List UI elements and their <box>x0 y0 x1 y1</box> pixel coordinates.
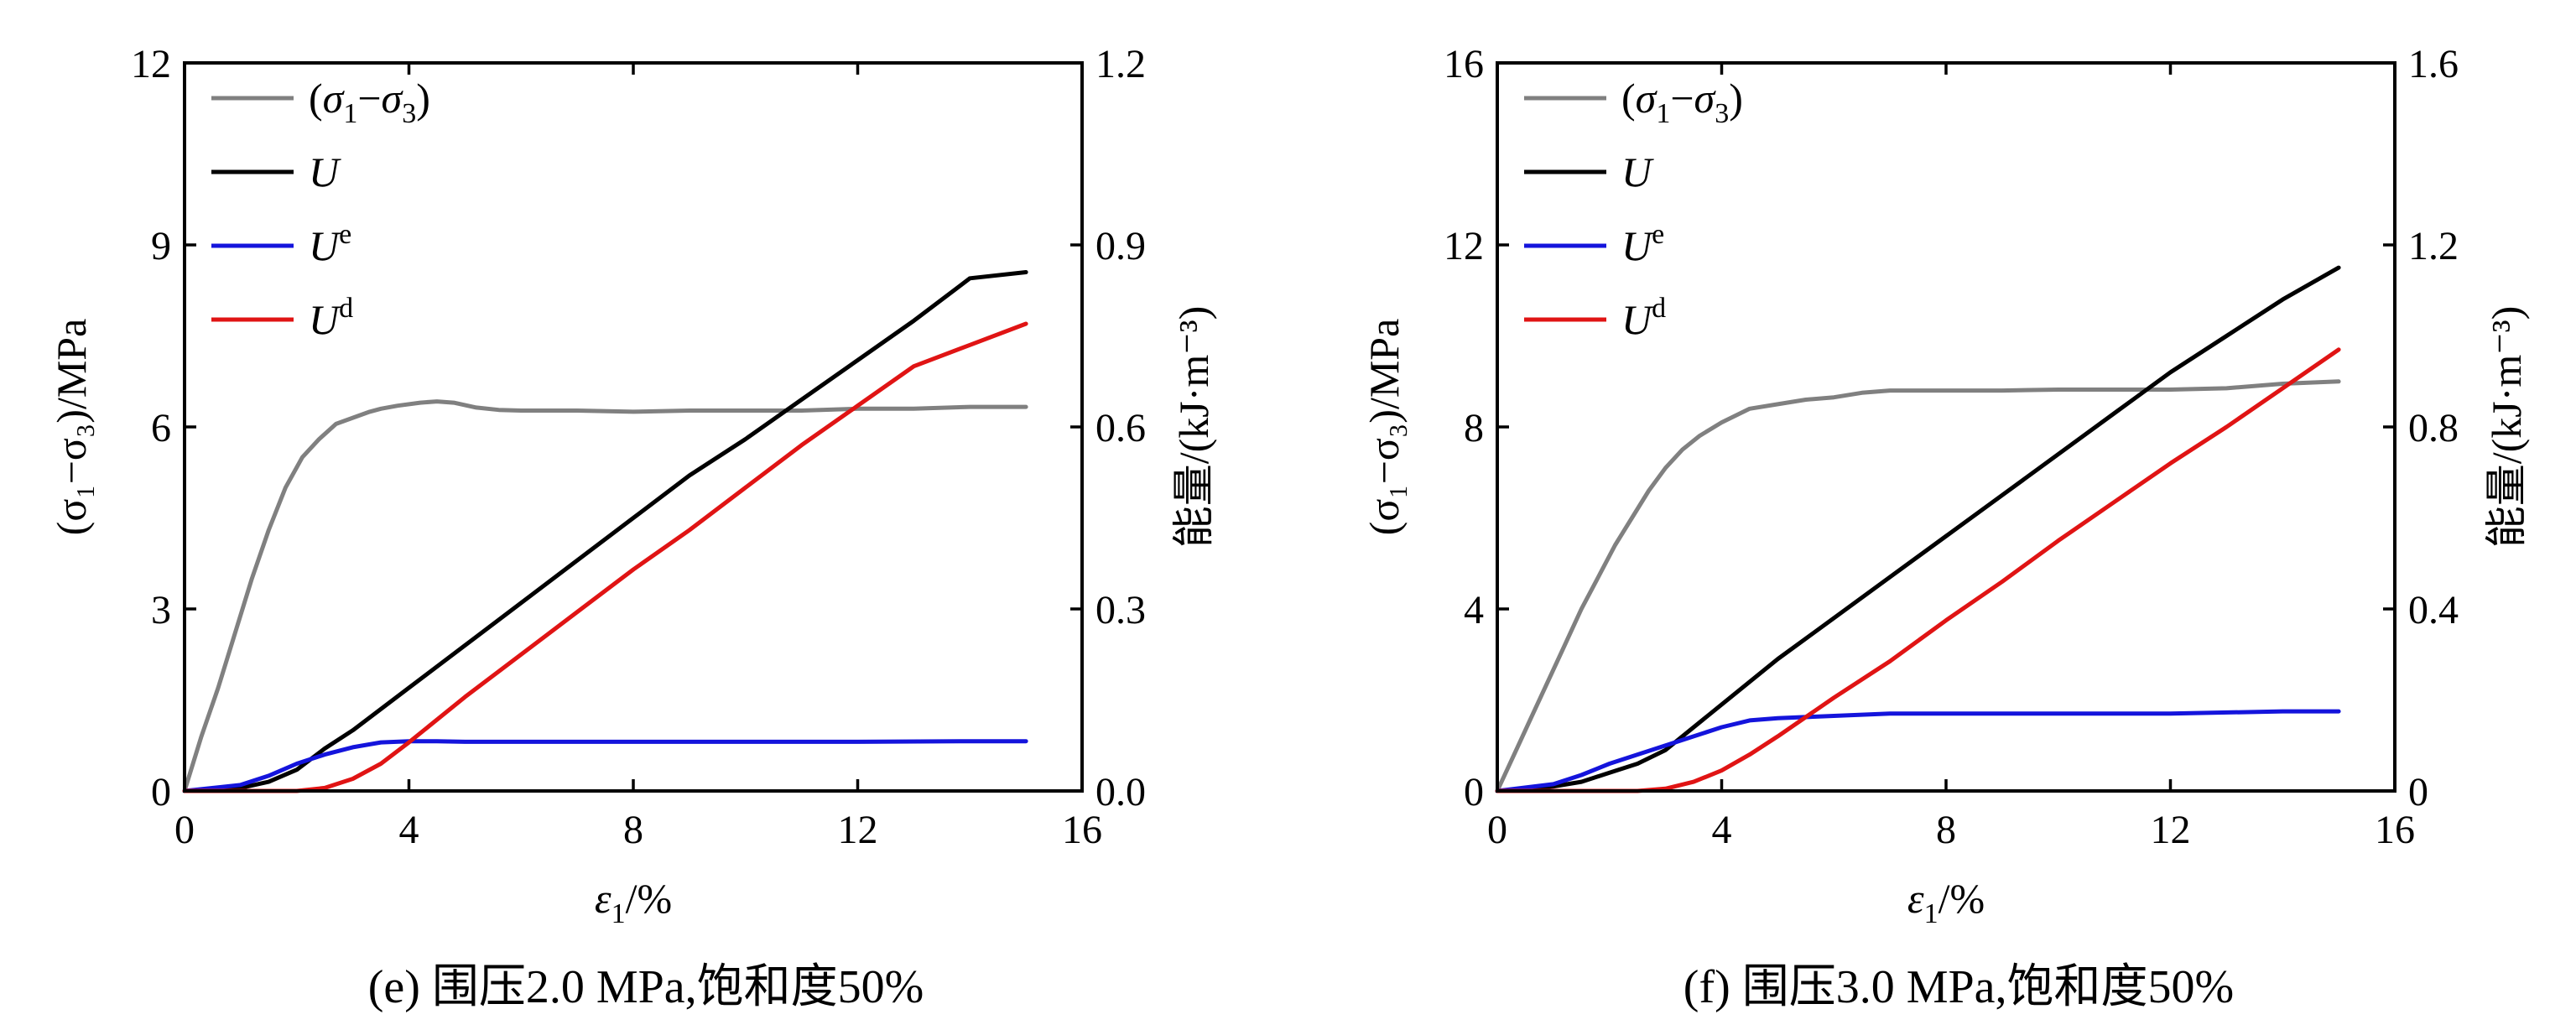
y-right-tick-label: 0 <box>2408 770 2428 814</box>
y-right-tick-label: 0.8 <box>2408 406 2459 450</box>
y-right-tick-label: 1.2 <box>1095 42 1146 86</box>
x-tick-label: 0 <box>174 808 195 852</box>
legend-entry: (σ1−σ3) <box>309 75 430 129</box>
series-line-Ud <box>182 321 1028 793</box>
legend-entry: (σ1−σ3) <box>1621 75 1743 129</box>
x-tick-label: 8 <box>623 808 643 852</box>
y-left-tick-label: 6 <box>151 406 171 450</box>
legend-entry: Ud <box>309 293 353 343</box>
y-right-tick-label: 0.0 <box>1095 770 1146 814</box>
y-left-tick-label: 0 <box>1464 770 1484 814</box>
y-left-tick-label: 16 <box>1444 42 1484 86</box>
y-left-tick-label: 9 <box>151 224 171 268</box>
chart-panel-e: 0 4 8 12 16 0 3 6 9 12 0.0 0.3 0.6 0.9 1.2 ε1/% (σ₁−σ₃)/… <box>48 42 1217 1013</box>
x-tick-label: 12 <box>838 808 878 852</box>
chart-caption: (f) 围压3.0 MPa,饱和度50% <box>1684 961 2234 1013</box>
series-line-Ue <box>1495 709 2341 793</box>
legend: (σ1−σ3) U Ue Ud <box>211 75 430 343</box>
legend-entry: Ue <box>309 219 351 269</box>
y-right-axis-label: 能量/(kJ·m⁻³) <box>1170 306 1217 549</box>
legend-entry: U <box>1621 148 1654 195</box>
series-line-Ud <box>1495 347 2341 793</box>
legend: (σ1−σ3) U Ue Ud <box>1524 75 1743 343</box>
series-line-stress <box>1495 379 2341 793</box>
x-tick-label: 4 <box>399 808 419 852</box>
y-right-tick-label: 0.4 <box>2408 588 2459 632</box>
y-left-tick-label: 3 <box>151 588 171 632</box>
y-right-axis-label: 能量/(kJ·m⁻³) <box>2483 306 2530 549</box>
chart-panel-f: 0 4 8 12 16048121600.40.81.21.6ε1/%(σ₁−σ₃)/M… <box>1361 42 2530 1013</box>
x-axis-label: ε1/% <box>595 875 672 929</box>
y-left-tick-label: 8 <box>1464 406 1484 450</box>
x-tick-label: 12 <box>2151 808 2191 852</box>
legend-entry: U <box>309 148 341 195</box>
x-tick-label: 8 <box>1936 808 1956 852</box>
y-right-tick-label: 1.6 <box>2408 42 2459 86</box>
legend-entry: Ue <box>1621 219 1664 269</box>
y-right-tick-label: 1.2 <box>2408 224 2459 268</box>
y-right-tick-label: 0.3 <box>1095 588 1146 632</box>
y-right-tick-label: 0.9 <box>1095 224 1146 268</box>
series-line-Ue <box>182 739 1028 793</box>
y-left-tick-label: 0 <box>151 770 171 814</box>
y-left-axis-label: (σ₁−σ₃)/MPa <box>48 319 95 536</box>
series-line-U <box>182 270 1028 793</box>
x-axis-label: ε1/% <box>1907 875 1985 929</box>
chart-caption: (e) 围压2.0 MPa,饱和度50% <box>368 961 924 1013</box>
series-group <box>182 270 1028 793</box>
x-tick-label: 16 <box>2375 808 2415 852</box>
y-left-tick-label: 12 <box>131 42 171 86</box>
series-group <box>1495 265 2341 793</box>
x-tick-label: 0 <box>1487 808 1507 852</box>
legend-entry: Ud <box>1621 293 1666 343</box>
y-right-tick-label: 0.6 <box>1095 406 1146 450</box>
x-tick-label: 16 <box>1062 808 1102 852</box>
series-line-stress <box>182 399 1028 793</box>
y-left-tick-label: 4 <box>1464 588 1484 632</box>
x-tick-label: 4 <box>1712 808 1732 852</box>
y-left-tick-label: 12 <box>1444 224 1484 268</box>
y-left-axis-label: (σ₁−σ₃)/MPa <box>1361 319 1408 536</box>
series-line-U <box>1495 265 2341 793</box>
